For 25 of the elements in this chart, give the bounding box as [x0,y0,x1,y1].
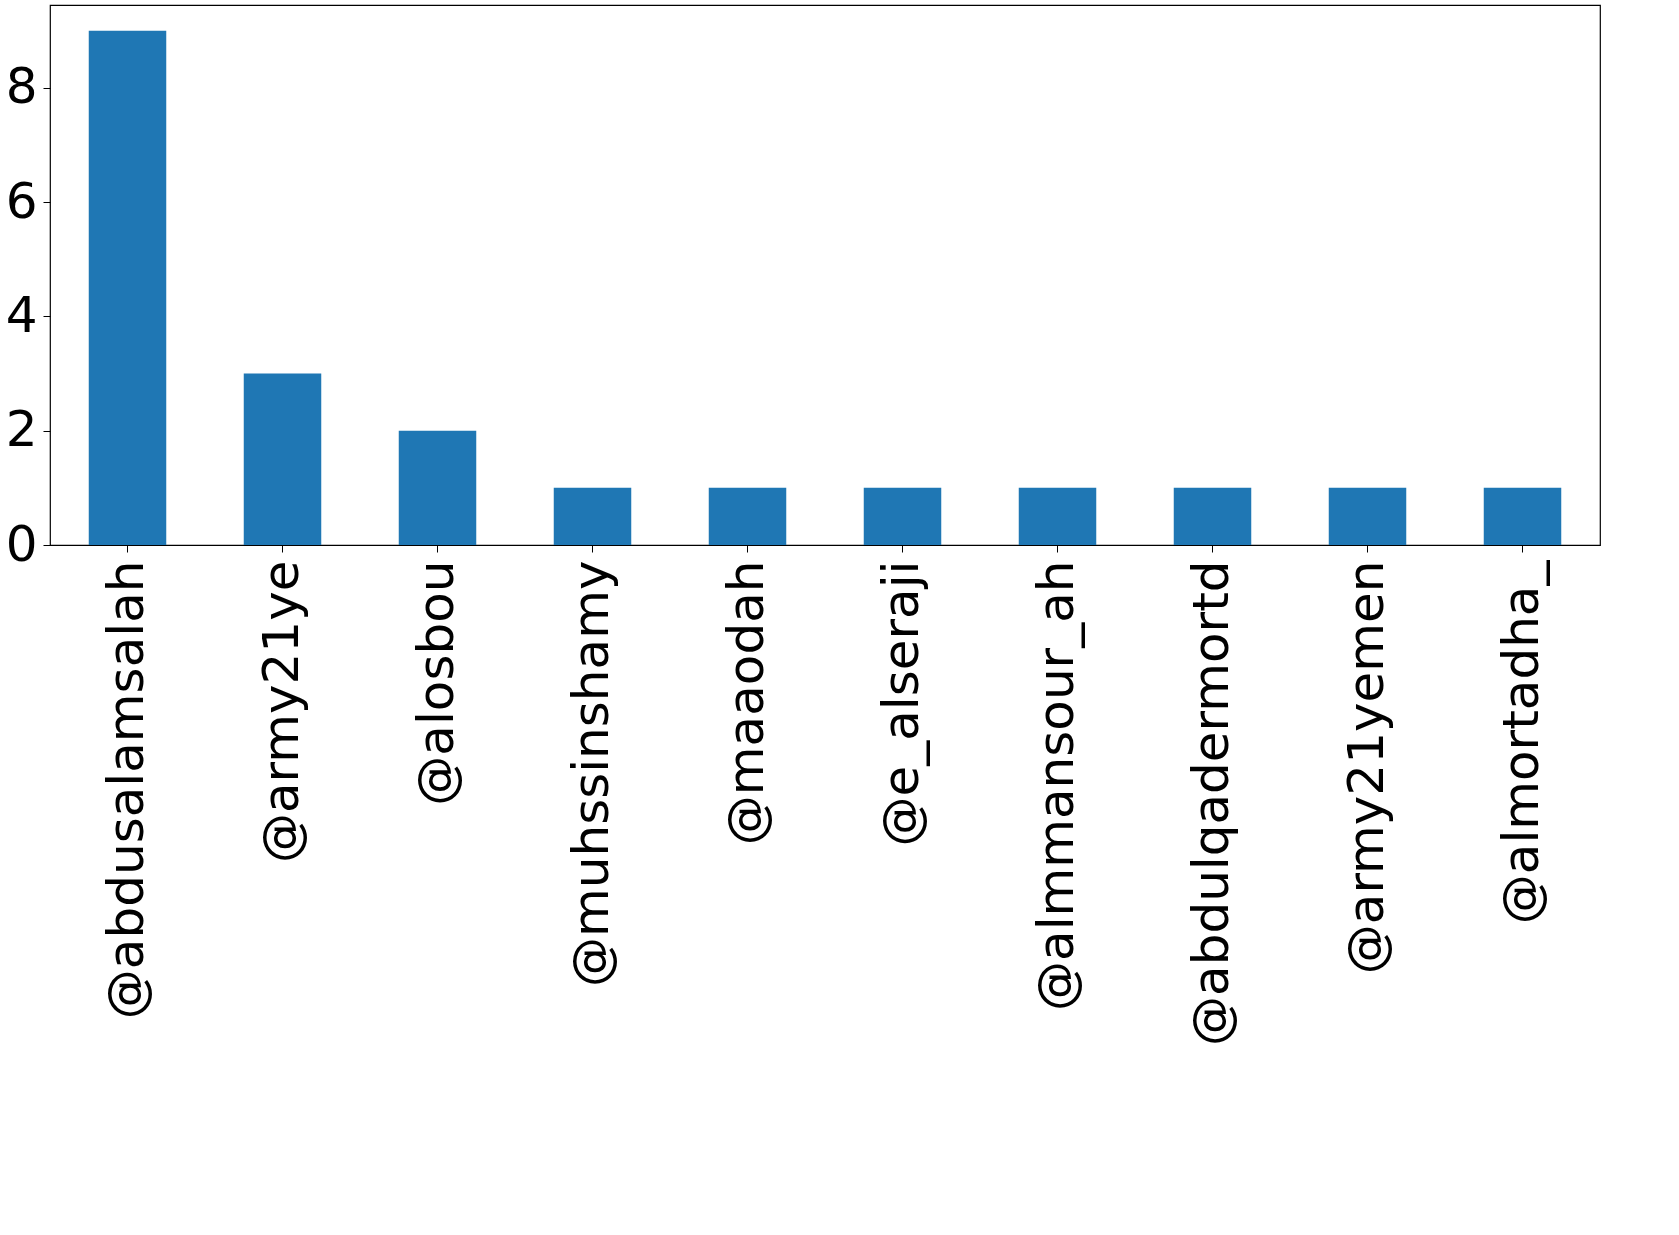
bar [1173,487,1252,545]
y-tick-label: 4 [5,285,38,344]
x-tick-label: @maaodah [716,560,775,846]
y-tick-label: 0 [5,514,38,573]
x-tick-label: @army21yemen [1336,560,1395,975]
x-tick-label: @almortadha_ [1491,559,1550,925]
y-tick-label: 6 [5,171,38,230]
bar [243,373,322,545]
bar [553,487,632,545]
x-tick-label: @abdulqadermortd [1181,560,1240,1046]
bar [88,30,167,545]
x-tick-label: @muhssinshamy [561,560,620,987]
bar [708,487,787,545]
y-tick-label: 2 [5,400,38,459]
bar [1328,487,1407,545]
x-tick-label: @army21ye [251,560,310,864]
x-tick-label: @almmansour_ah [1026,560,1085,1011]
bar [1483,487,1562,545]
x-tick-label: @alosbou [406,560,465,806]
x-tick-label: @e_alseraji [871,560,930,847]
bar [863,487,942,545]
x-tick-label: @abdusalamsalah [96,560,155,1020]
y-tick-label: 8 [5,57,38,116]
bar [398,430,477,545]
bar [1018,487,1097,545]
